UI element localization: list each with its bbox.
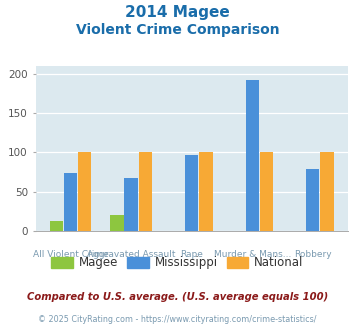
- Text: Murder & Mans...: Murder & Mans...: [214, 250, 291, 259]
- Bar: [139, 152, 152, 231]
- Legend: Magee, Mississippi, National: Magee, Mississippi, National: [47, 252, 308, 274]
- Text: 2014 Magee: 2014 Magee: [125, 5, 230, 20]
- Bar: [110, 214, 124, 231]
- Bar: [64, 173, 77, 231]
- Bar: [185, 155, 198, 231]
- Text: Aggravated Assault: Aggravated Assault: [87, 250, 175, 259]
- Bar: [246, 80, 259, 231]
- Bar: [306, 169, 320, 231]
- Bar: [125, 178, 138, 231]
- Bar: [320, 152, 334, 231]
- Bar: [50, 221, 63, 231]
- Bar: [260, 152, 273, 231]
- Text: All Violent Crime: All Violent Crime: [33, 250, 109, 259]
- Bar: [78, 152, 92, 231]
- Bar: [199, 152, 213, 231]
- Text: Robbery: Robbery: [294, 250, 332, 259]
- Text: Violent Crime Comparison: Violent Crime Comparison: [76, 23, 279, 37]
- Text: Compared to U.S. average. (U.S. average equals 100): Compared to U.S. average. (U.S. average …: [27, 292, 328, 302]
- Text: Rape: Rape: [180, 250, 203, 259]
- Text: © 2025 CityRating.com - https://www.cityrating.com/crime-statistics/: © 2025 CityRating.com - https://www.city…: [38, 315, 317, 324]
